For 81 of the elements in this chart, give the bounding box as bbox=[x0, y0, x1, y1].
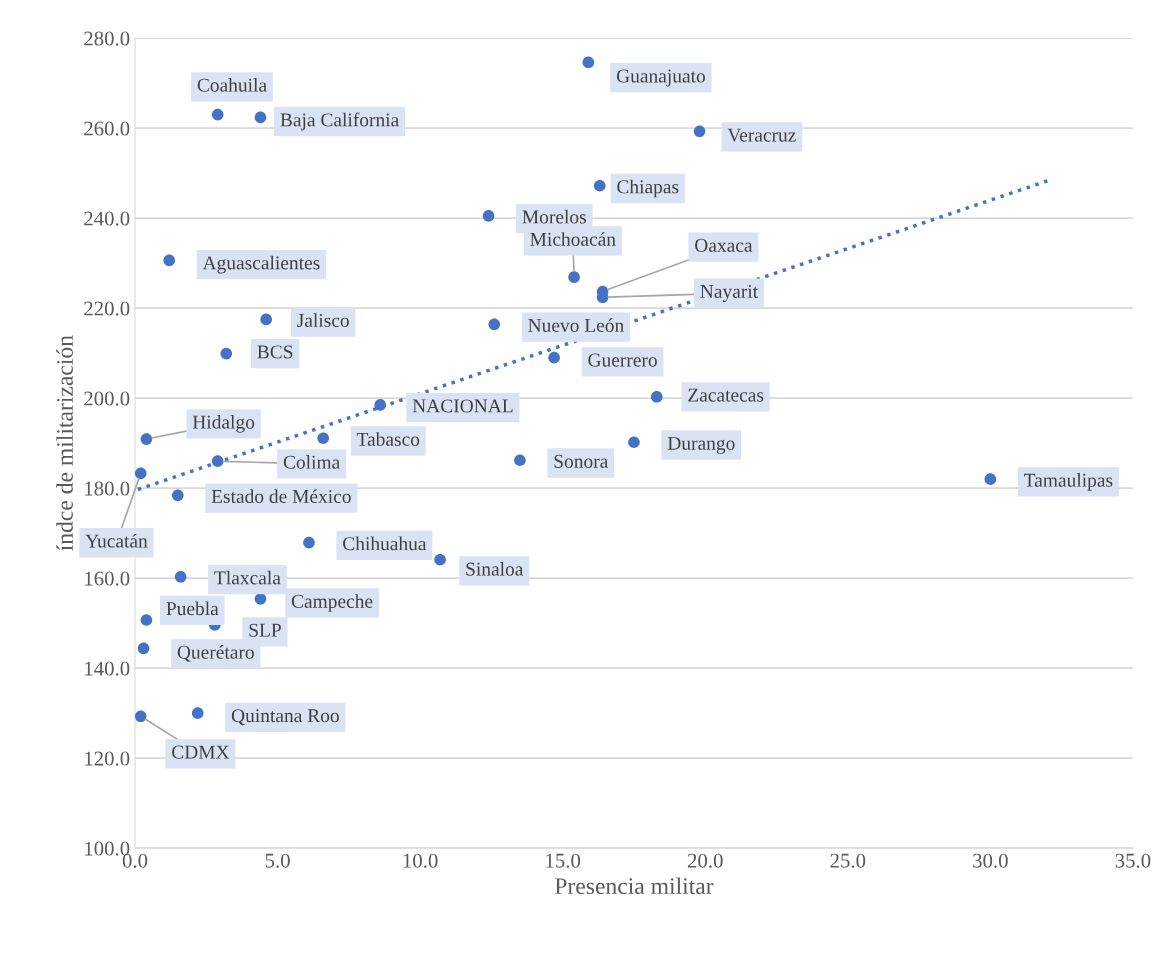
point bbox=[317, 432, 329, 444]
x-tick-label: 15.0 bbox=[546, 853, 581, 868]
x-axis-title: Presencia militar bbox=[554, 877, 714, 895]
data-label: Tlaxcala bbox=[214, 570, 281, 585]
point bbox=[163, 254, 176, 267]
y-tick-label: 240.0 bbox=[84, 211, 130, 226]
data-label: Quintana Roo bbox=[231, 709, 339, 726]
data-label: Baja California bbox=[280, 112, 399, 131]
point bbox=[650, 390, 663, 403]
data-label: Coahuila bbox=[197, 78, 267, 92]
point bbox=[137, 642, 150, 655]
data-label: Veracruz bbox=[727, 128, 796, 142]
data-label: Oaxaca bbox=[695, 238, 753, 252]
data-label: Nayarit bbox=[700, 284, 759, 302]
point bbox=[303, 536, 315, 549]
y-tick-label: 260.0 bbox=[84, 121, 130, 136]
data-label: CDMX bbox=[172, 745, 230, 759]
y-tick-label: 280.0 bbox=[84, 31, 130, 46]
point bbox=[582, 56, 595, 69]
point bbox=[135, 467, 147, 480]
data-label: Sonora bbox=[554, 454, 609, 468]
point bbox=[191, 707, 204, 719]
x-tick-label: 30.0 bbox=[973, 853, 1008, 868]
data-label: Chihuahua bbox=[343, 536, 427, 551]
data-label: Colima bbox=[283, 455, 340, 469]
data-label: Sinaloa bbox=[466, 562, 524, 576]
data-label: SLP bbox=[249, 623, 281, 637]
data-label: Hidalgo bbox=[192, 414, 255, 433]
point bbox=[254, 593, 267, 605]
point bbox=[260, 313, 272, 326]
data-label: Chiapas bbox=[617, 179, 679, 198]
point bbox=[140, 614, 153, 626]
point bbox=[211, 455, 224, 467]
data-label: Yucatán bbox=[85, 533, 148, 548]
data-label: Jalisco bbox=[297, 313, 349, 328]
x-tick-label: 35.0 bbox=[1115, 853, 1151, 868]
y-tick-label: 220.0 bbox=[84, 301, 130, 316]
data-label: Aguascalientes bbox=[202, 255, 320, 274]
point bbox=[220, 347, 233, 360]
y-tick-label: 180.0 bbox=[85, 481, 130, 496]
x-tick-label: 20.0 bbox=[687, 853, 723, 868]
data-label: Guerrero bbox=[588, 353, 657, 367]
point bbox=[140, 433, 153, 445]
data-label: Zacatecas bbox=[688, 388, 764, 402]
data-label: Durango bbox=[667, 436, 735, 454]
data-label: Campeche bbox=[291, 594, 373, 612]
point bbox=[171, 489, 184, 502]
data-label: Michoacán bbox=[530, 232, 616, 246]
point bbox=[693, 125, 706, 138]
data-label: Estado de México bbox=[211, 489, 351, 503]
y-tick-label: 140.0 bbox=[85, 661, 130, 676]
point bbox=[135, 710, 147, 723]
data-label: NACIONAL bbox=[412, 399, 513, 413]
data-label: Tamaulipas bbox=[1024, 473, 1113, 491]
point bbox=[548, 351, 560, 364]
y-axis-title: índce de militarización bbox=[56, 335, 73, 551]
data-label: Guanajuato bbox=[616, 69, 705, 87]
point bbox=[628, 436, 640, 449]
point bbox=[984, 473, 997, 485]
data-label: Morelos bbox=[522, 209, 586, 224]
y-tick-label: 160.0 bbox=[85, 571, 130, 586]
point bbox=[482, 210, 495, 222]
point bbox=[254, 111, 267, 124]
data-label: BCS bbox=[257, 345, 293, 359]
data-label: Nuevo León bbox=[528, 318, 624, 332]
point bbox=[434, 553, 446, 566]
data-label: Querétaro bbox=[177, 645, 254, 662]
data-label: Tabasco bbox=[356, 432, 420, 446]
point bbox=[488, 318, 501, 331]
y-tick-label: 120.0 bbox=[85, 751, 130, 766]
point bbox=[568, 271, 580, 283]
point bbox=[374, 399, 387, 411]
x-tick-label: 10.0 bbox=[403, 853, 438, 868]
point bbox=[514, 454, 526, 467]
x-tick-label: 25.0 bbox=[830, 853, 866, 868]
y-tick-label: 200.0 bbox=[84, 391, 130, 406]
point bbox=[211, 108, 224, 121]
point bbox=[174, 570, 187, 583]
point bbox=[593, 179, 606, 192]
data-label: Puebla bbox=[166, 601, 219, 616]
x-tick-label: 5.0 bbox=[265, 853, 290, 868]
